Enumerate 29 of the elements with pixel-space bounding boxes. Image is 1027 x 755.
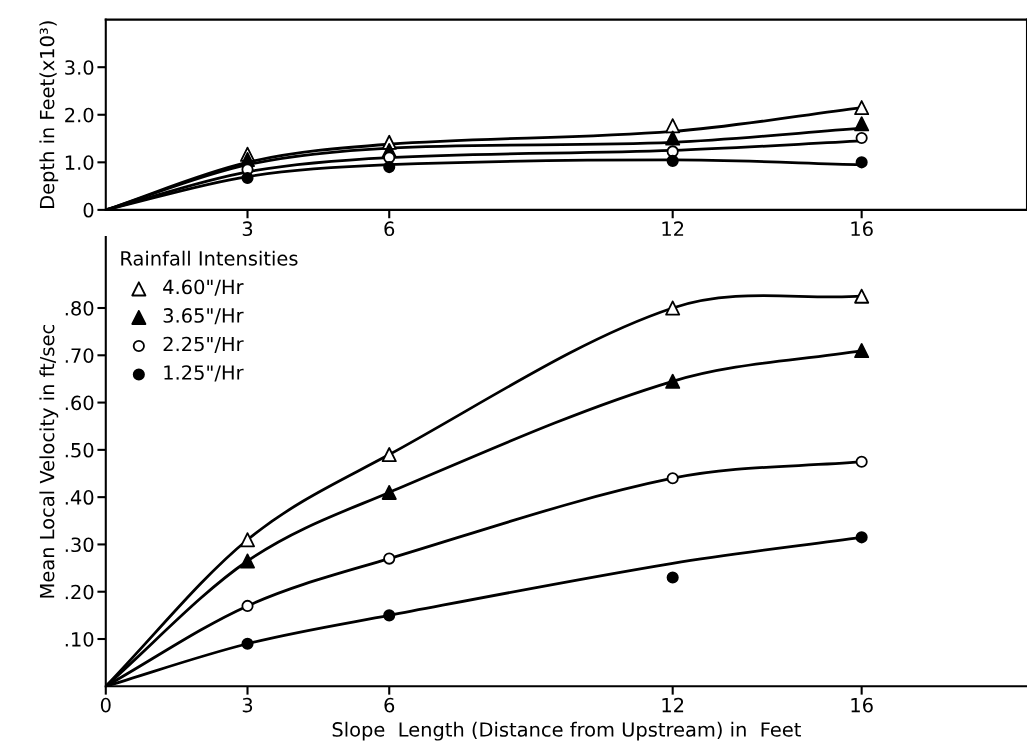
x-tick-label: 12 (662, 697, 684, 713)
x-tick-label: 16 (851, 697, 873, 713)
y-tick-label: .60 (65, 395, 94, 411)
x-tick-label: 16 (851, 221, 873, 237)
x-tick-label: 6 (384, 697, 395, 713)
x-axis-title: Slope Length (Distance from Upstream) in Feet (332, 721, 801, 741)
legend-label: 3.65"/Hr (163, 308, 244, 325)
y-tick-label: 3.0 (65, 60, 94, 75)
y-tick-label: .40 (65, 490, 94, 505)
y-tick-label: .50 (65, 442, 94, 458)
y-axis-title: Depth in Feet(x10³) (39, 21, 59, 208)
x-tick-label: 12 (662, 221, 684, 236)
y-tick-label: 0 (83, 202, 94, 218)
x-tick-label: 0 (100, 697, 111, 713)
legend-label: 4.60"/Hr (163, 279, 244, 296)
y-tick-label: 2.0 (65, 107, 94, 123)
y-tick-label: .30 (65, 537, 94, 553)
y-tick-label: .80 (65, 300, 94, 316)
y-axis-title: Mean Local Velocity in ft/sec (39, 325, 59, 598)
x-tick-label: 6 (384, 221, 395, 237)
x-tick-label: 3 (242, 221, 253, 237)
y-tick-label: .20 (65, 584, 94, 600)
x-tick-label: 3 (242, 697, 253, 713)
legend-label: 1.25"/Hr (164, 365, 244, 382)
y-tick-label: .70 (65, 348, 94, 363)
legend-label: 2.25"/Hr (163, 336, 244, 353)
y-tick-label: .10 (65, 631, 94, 647)
legend-title: Rainfall Intensities (121, 250, 298, 266)
y-tick-label: 1.0 (65, 155, 94, 170)
